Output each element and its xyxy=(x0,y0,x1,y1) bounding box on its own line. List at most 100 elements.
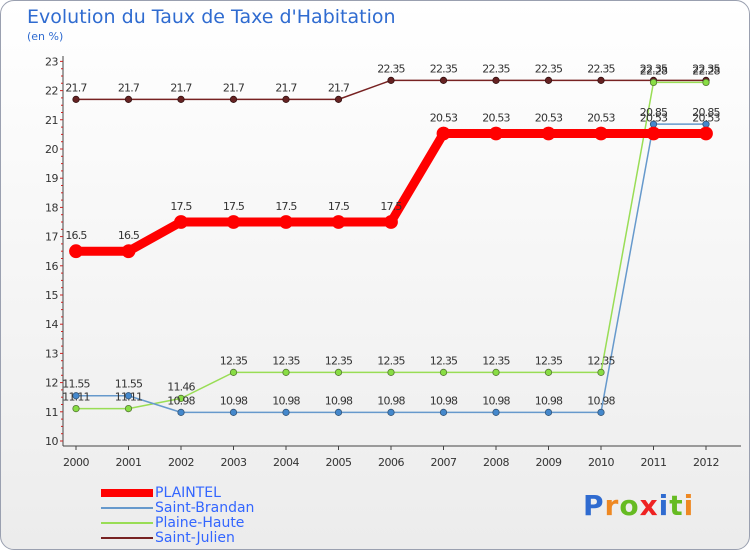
data-label: 10.98 xyxy=(587,394,615,407)
x-tick-label: 2003 xyxy=(221,456,247,469)
data-point xyxy=(279,215,293,229)
data-point xyxy=(439,76,448,84)
data-point xyxy=(649,78,658,87)
logo-letter: o xyxy=(619,489,640,522)
data-point xyxy=(177,394,185,402)
y-tick-label: 19 xyxy=(45,172,58,185)
x-tick-label: 2010 xyxy=(588,456,614,469)
data-label: 22.35 xyxy=(692,62,720,75)
data-label: 21.7 xyxy=(118,81,140,94)
data-label: 12.35 xyxy=(377,354,405,367)
data-point xyxy=(436,126,451,141)
logo-letter: i xyxy=(683,489,695,522)
data-point xyxy=(177,95,185,103)
legend-label: PLAINTEL xyxy=(155,484,221,501)
data-point xyxy=(334,408,343,416)
data-label: 10.98 xyxy=(272,394,300,407)
proxiti-logo: Proxiti xyxy=(583,489,694,522)
data-point xyxy=(72,95,80,103)
data-point xyxy=(121,244,136,259)
logo-letter: r xyxy=(604,489,620,522)
data-label: 20.53 xyxy=(535,112,563,125)
data-label: 20.53 xyxy=(640,112,668,125)
data-point xyxy=(387,368,395,376)
data-label: 17.5 xyxy=(328,200,350,213)
data-point xyxy=(331,215,346,229)
data-label: 17.5 xyxy=(275,200,297,213)
x-tick-label: 2009 xyxy=(536,456,562,469)
data-label: 16.5 xyxy=(65,229,87,242)
data-point xyxy=(492,368,500,376)
data-label: 20.85 xyxy=(640,106,668,119)
data-label: 21.7 xyxy=(223,81,245,94)
unit-label: (en %) xyxy=(27,30,64,43)
legend-swatch xyxy=(101,536,153,539)
data-point xyxy=(597,76,605,84)
y-tick-label: 22 xyxy=(45,85,58,98)
data-label: 21.7 xyxy=(328,81,350,94)
legend-label: Plaine-Haute xyxy=(155,514,245,531)
data-label: 21.7 xyxy=(170,81,192,94)
logo-letter: i xyxy=(658,489,670,522)
data-point xyxy=(492,408,500,416)
data-label: 11.11 xyxy=(115,391,143,404)
data-point xyxy=(646,126,661,141)
data-label: 12.35 xyxy=(325,354,353,367)
data-label: 10.98 xyxy=(325,394,353,407)
x-tick-label: 2004 xyxy=(273,456,299,469)
data-label: 12.35 xyxy=(482,354,510,367)
data-point xyxy=(541,126,556,141)
y-tick-label: 11 xyxy=(45,406,58,419)
data-label: 17.5 xyxy=(223,200,245,213)
data-point xyxy=(699,126,713,141)
chart-legend: PLAINTEL Saint-Brandan Plaine-Haute Saint-J… xyxy=(101,484,254,546)
legend-swatch xyxy=(101,521,153,524)
data-label: 11.55 xyxy=(62,378,90,391)
logo-letter: P xyxy=(583,489,605,522)
data-point xyxy=(229,408,238,416)
data-label: 22.35 xyxy=(640,62,668,75)
legend-item: Saint-Brandan xyxy=(101,500,254,516)
x-tick-label: 2012 xyxy=(693,456,719,469)
data-label: 11.55 xyxy=(115,378,143,391)
data-label: 20.53 xyxy=(482,112,510,125)
data-label: 10.98 xyxy=(482,394,510,407)
data-point xyxy=(597,368,605,376)
data-label: 10.98 xyxy=(430,394,458,407)
data-label: 22.35 xyxy=(377,62,405,75)
data-label: 20.53 xyxy=(692,112,720,125)
data-point xyxy=(282,408,290,416)
y-tick-label: 10 xyxy=(45,435,58,448)
data-point xyxy=(124,95,133,103)
data-point xyxy=(439,408,448,416)
data-point xyxy=(174,215,188,229)
y-tick-label: 20 xyxy=(45,143,58,156)
data-label: 22.35 xyxy=(535,62,563,75)
y-tick-label: 16 xyxy=(45,260,58,273)
y-tick-label: 17 xyxy=(45,231,58,244)
data-label: 12.35 xyxy=(430,354,458,367)
logo-letter: t xyxy=(669,489,684,522)
x-tick-label: 2011 xyxy=(641,456,667,469)
data-point xyxy=(72,404,80,413)
data-point xyxy=(492,76,500,84)
data-label: 20.53 xyxy=(430,112,458,125)
x-tick-label: 2000 xyxy=(63,456,89,469)
data-label: 12.35 xyxy=(587,354,615,367)
data-label: 10.98 xyxy=(377,394,405,407)
data-label: 22.35 xyxy=(430,62,458,75)
x-tick-label: 2001 xyxy=(116,456,142,469)
data-label: 12.35 xyxy=(535,354,563,367)
data-point xyxy=(229,95,238,103)
data-point xyxy=(226,215,241,229)
data-point xyxy=(544,76,553,84)
data-point xyxy=(124,392,133,400)
x-tick-label: 2007 xyxy=(431,456,457,469)
data-point xyxy=(124,404,133,413)
y-tick-label: 23 xyxy=(45,55,58,68)
data-point xyxy=(72,392,80,400)
data-label: 12.35 xyxy=(220,354,248,367)
data-label: 22.28 xyxy=(640,64,668,77)
legend-item: PLAINTEL xyxy=(101,484,254,501)
